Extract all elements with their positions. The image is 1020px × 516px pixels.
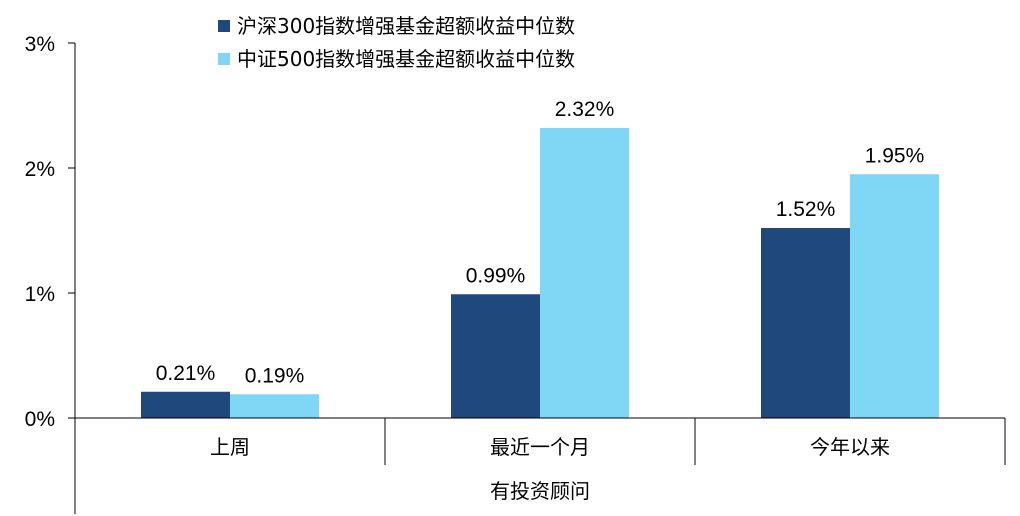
- bar: [451, 294, 540, 418]
- bar: [540, 128, 629, 418]
- y-tick-label: 3%: [25, 33, 55, 56]
- legend-label: 中证500指数增强基金超额收益中位数: [237, 47, 575, 71]
- x-tick-label: 最近一个月: [490, 435, 590, 459]
- data-label: 2.32%: [555, 98, 615, 121]
- legend-label: 沪深300指数增强基金超额收益中位数: [237, 14, 575, 38]
- legend-swatch: [218, 53, 230, 65]
- bar: [850, 174, 939, 418]
- bars: 0.21% 0.19% 0.99% 2.32% 1.52% 1.95%: [141, 98, 939, 418]
- x-tick-label: 今年以来: [810, 435, 890, 459]
- y-tick-label: 1%: [25, 283, 55, 306]
- data-label: 1.52%: [776, 198, 836, 221]
- data-label: 0.99%: [466, 264, 526, 287]
- y-axis: 0% 1% 2% 3%: [25, 33, 76, 514]
- y-tick-label: 0%: [25, 408, 55, 431]
- bar: [141, 391, 230, 418]
- data-label: 0.19%: [245, 364, 305, 387]
- data-label: 0.21%: [156, 362, 216, 385]
- legend-swatch: [218, 20, 230, 32]
- y-tick-label: 2%: [25, 158, 55, 181]
- bar: [761, 228, 850, 418]
- bar: [230, 394, 319, 418]
- data-label: 1.95%: [865, 144, 925, 167]
- x-tick-label: 上周: [210, 435, 250, 459]
- x-group-label: 有投资顾问: [490, 479, 590, 503]
